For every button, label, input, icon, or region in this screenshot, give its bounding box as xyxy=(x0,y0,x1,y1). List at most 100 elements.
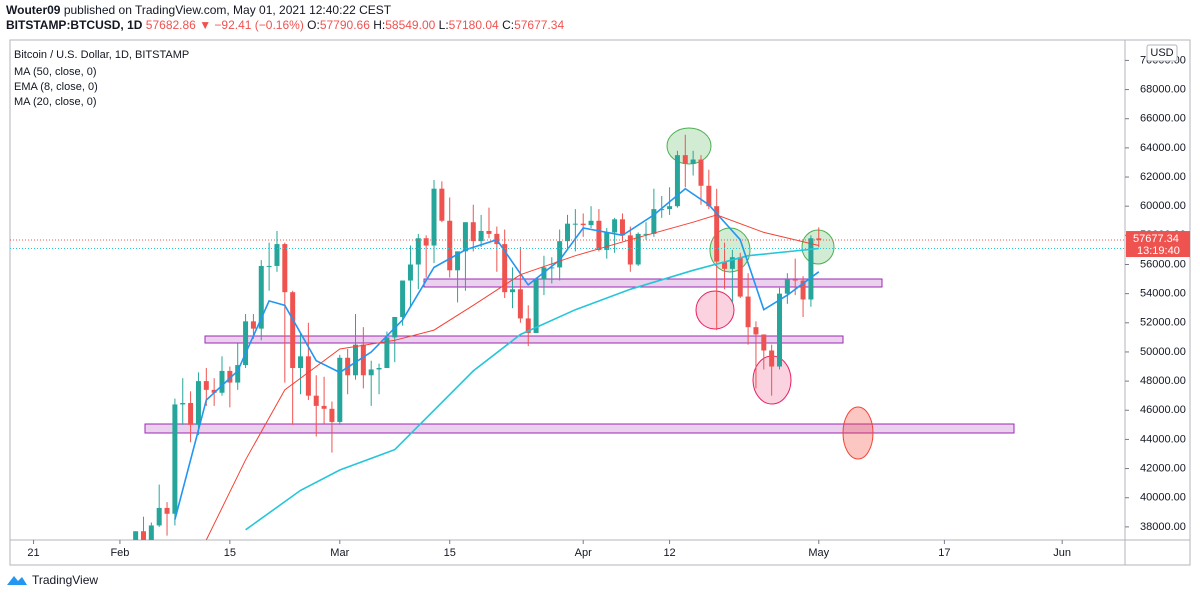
published: published on TradingView.com, May 01, 20… xyxy=(63,3,392,17)
candle-body xyxy=(235,365,241,383)
author[interactable]: Wouter09 xyxy=(6,3,61,17)
candle-body xyxy=(816,238,822,241)
footer: TradingView xyxy=(6,573,98,587)
y-tick-label: 68000.00 xyxy=(1140,83,1186,95)
candle-body xyxy=(368,369,374,376)
candle-body xyxy=(549,267,555,269)
candle-body xyxy=(400,280,406,317)
candle-body xyxy=(172,404,178,514)
currency-box[interactable] xyxy=(1146,44,1178,62)
candle-body xyxy=(274,244,280,266)
candle-body xyxy=(125,563,130,570)
legend-item: EMA (8, close, 0) xyxy=(14,81,98,93)
x-tick-label: 21 xyxy=(27,547,39,559)
header: Wouter09 published on TradingView.com, M… xyxy=(6,3,564,33)
candle-body xyxy=(722,261,728,269)
ellipse[interactable] xyxy=(695,290,735,330)
candle-body xyxy=(580,223,586,226)
y-tick-label: 38000.00 xyxy=(1140,521,1186,533)
x-tick-label: 15 xyxy=(224,547,236,559)
candle-body xyxy=(777,293,783,367)
candle-body xyxy=(439,188,445,221)
y-tick-label: 40000.00 xyxy=(1140,492,1186,504)
ellipse[interactable] xyxy=(666,127,712,165)
symbol-line: BITSTAMP:BTCUSD, 1D 57682.86 ▼ −92.41 (−… xyxy=(6,18,564,33)
brand: TradingView xyxy=(32,573,99,587)
candle-body xyxy=(596,220,602,250)
candle-body xyxy=(188,402,194,425)
ohlc-key: C: xyxy=(502,18,515,32)
candle-body xyxy=(486,230,492,234)
candle-body xyxy=(478,230,484,242)
candle-body xyxy=(651,209,657,234)
chart-title: Bitcoin / U.S. Dollar, 1D, BITSTAMP xyxy=(14,49,189,61)
candle-body xyxy=(203,381,209,390)
candle-body xyxy=(698,159,704,186)
candle-body xyxy=(635,233,641,265)
candle-body xyxy=(792,279,798,281)
candle-body xyxy=(250,321,256,329)
ohlc-key: L: xyxy=(438,18,449,32)
y-tick-label: 60000.00 xyxy=(1140,200,1186,212)
candle-body xyxy=(290,292,296,368)
candle-body xyxy=(447,220,453,271)
candle-body xyxy=(462,222,468,252)
candle-body xyxy=(156,507,162,526)
candle-body xyxy=(321,405,327,409)
candle-body xyxy=(298,356,304,368)
price-label: 57677.34 xyxy=(1133,233,1179,245)
y-tick-label: 46000.00 xyxy=(1140,404,1186,416)
publish-line: Wouter09 published on TradingView.com, M… xyxy=(6,3,564,18)
symbol: BITSTAMP:BTCUSD, 1D xyxy=(6,18,143,32)
candle-body xyxy=(502,244,508,293)
price-label-box xyxy=(1126,231,1190,258)
y-tick-label: 48000.00 xyxy=(1140,375,1186,387)
plot-area xyxy=(125,134,822,570)
ohlc-value: 58549.00 xyxy=(385,18,436,32)
candle-body xyxy=(407,264,413,281)
candle-body xyxy=(533,279,539,334)
candle-body xyxy=(219,370,225,393)
ohlc-value: 57677.34 xyxy=(514,18,565,32)
x-tick-label: 15 xyxy=(444,547,456,559)
candle-body xyxy=(352,344,358,376)
indicator-line xyxy=(245,247,819,531)
candle-body xyxy=(517,289,523,319)
y-tick-label: 62000.00 xyxy=(1140,171,1186,183)
candle-body xyxy=(211,389,217,393)
candle-body xyxy=(470,222,476,242)
candle-body xyxy=(329,408,335,422)
candle-body xyxy=(682,155,688,164)
ellipse[interactable] xyxy=(842,406,874,460)
candle-body xyxy=(800,280,806,300)
candle-body xyxy=(619,219,625,236)
candle-body xyxy=(266,265,272,267)
candle-body xyxy=(769,350,775,367)
ellipse[interactable] xyxy=(801,229,835,265)
ohlc-value: 57790.66 xyxy=(319,18,370,32)
candle-body xyxy=(313,395,319,406)
candle-body xyxy=(525,318,531,334)
indicator-line xyxy=(205,214,819,540)
logo xyxy=(7,576,27,585)
zone[interactable] xyxy=(204,335,844,344)
candle-body xyxy=(667,206,673,210)
x-tick-label: Apr xyxy=(575,547,592,559)
y-tick-label: 50000.00 xyxy=(1140,346,1186,358)
candle-body xyxy=(243,321,249,366)
candle-body xyxy=(572,223,578,225)
y-tick-label: 54000.00 xyxy=(1140,288,1186,300)
candle-body xyxy=(627,235,633,265)
zone[interactable] xyxy=(144,423,1015,434)
candle-body xyxy=(431,188,437,246)
candle-body xyxy=(360,344,366,376)
candle-body xyxy=(180,402,186,405)
candle-body xyxy=(604,232,610,250)
x-tick-label: 12 xyxy=(663,547,675,559)
candle-body xyxy=(258,265,264,329)
candle-body xyxy=(376,367,382,370)
y-tick-label: 56000.00 xyxy=(1140,258,1186,270)
y-tick-label: 42000.00 xyxy=(1140,462,1186,474)
candle-body xyxy=(612,219,618,233)
